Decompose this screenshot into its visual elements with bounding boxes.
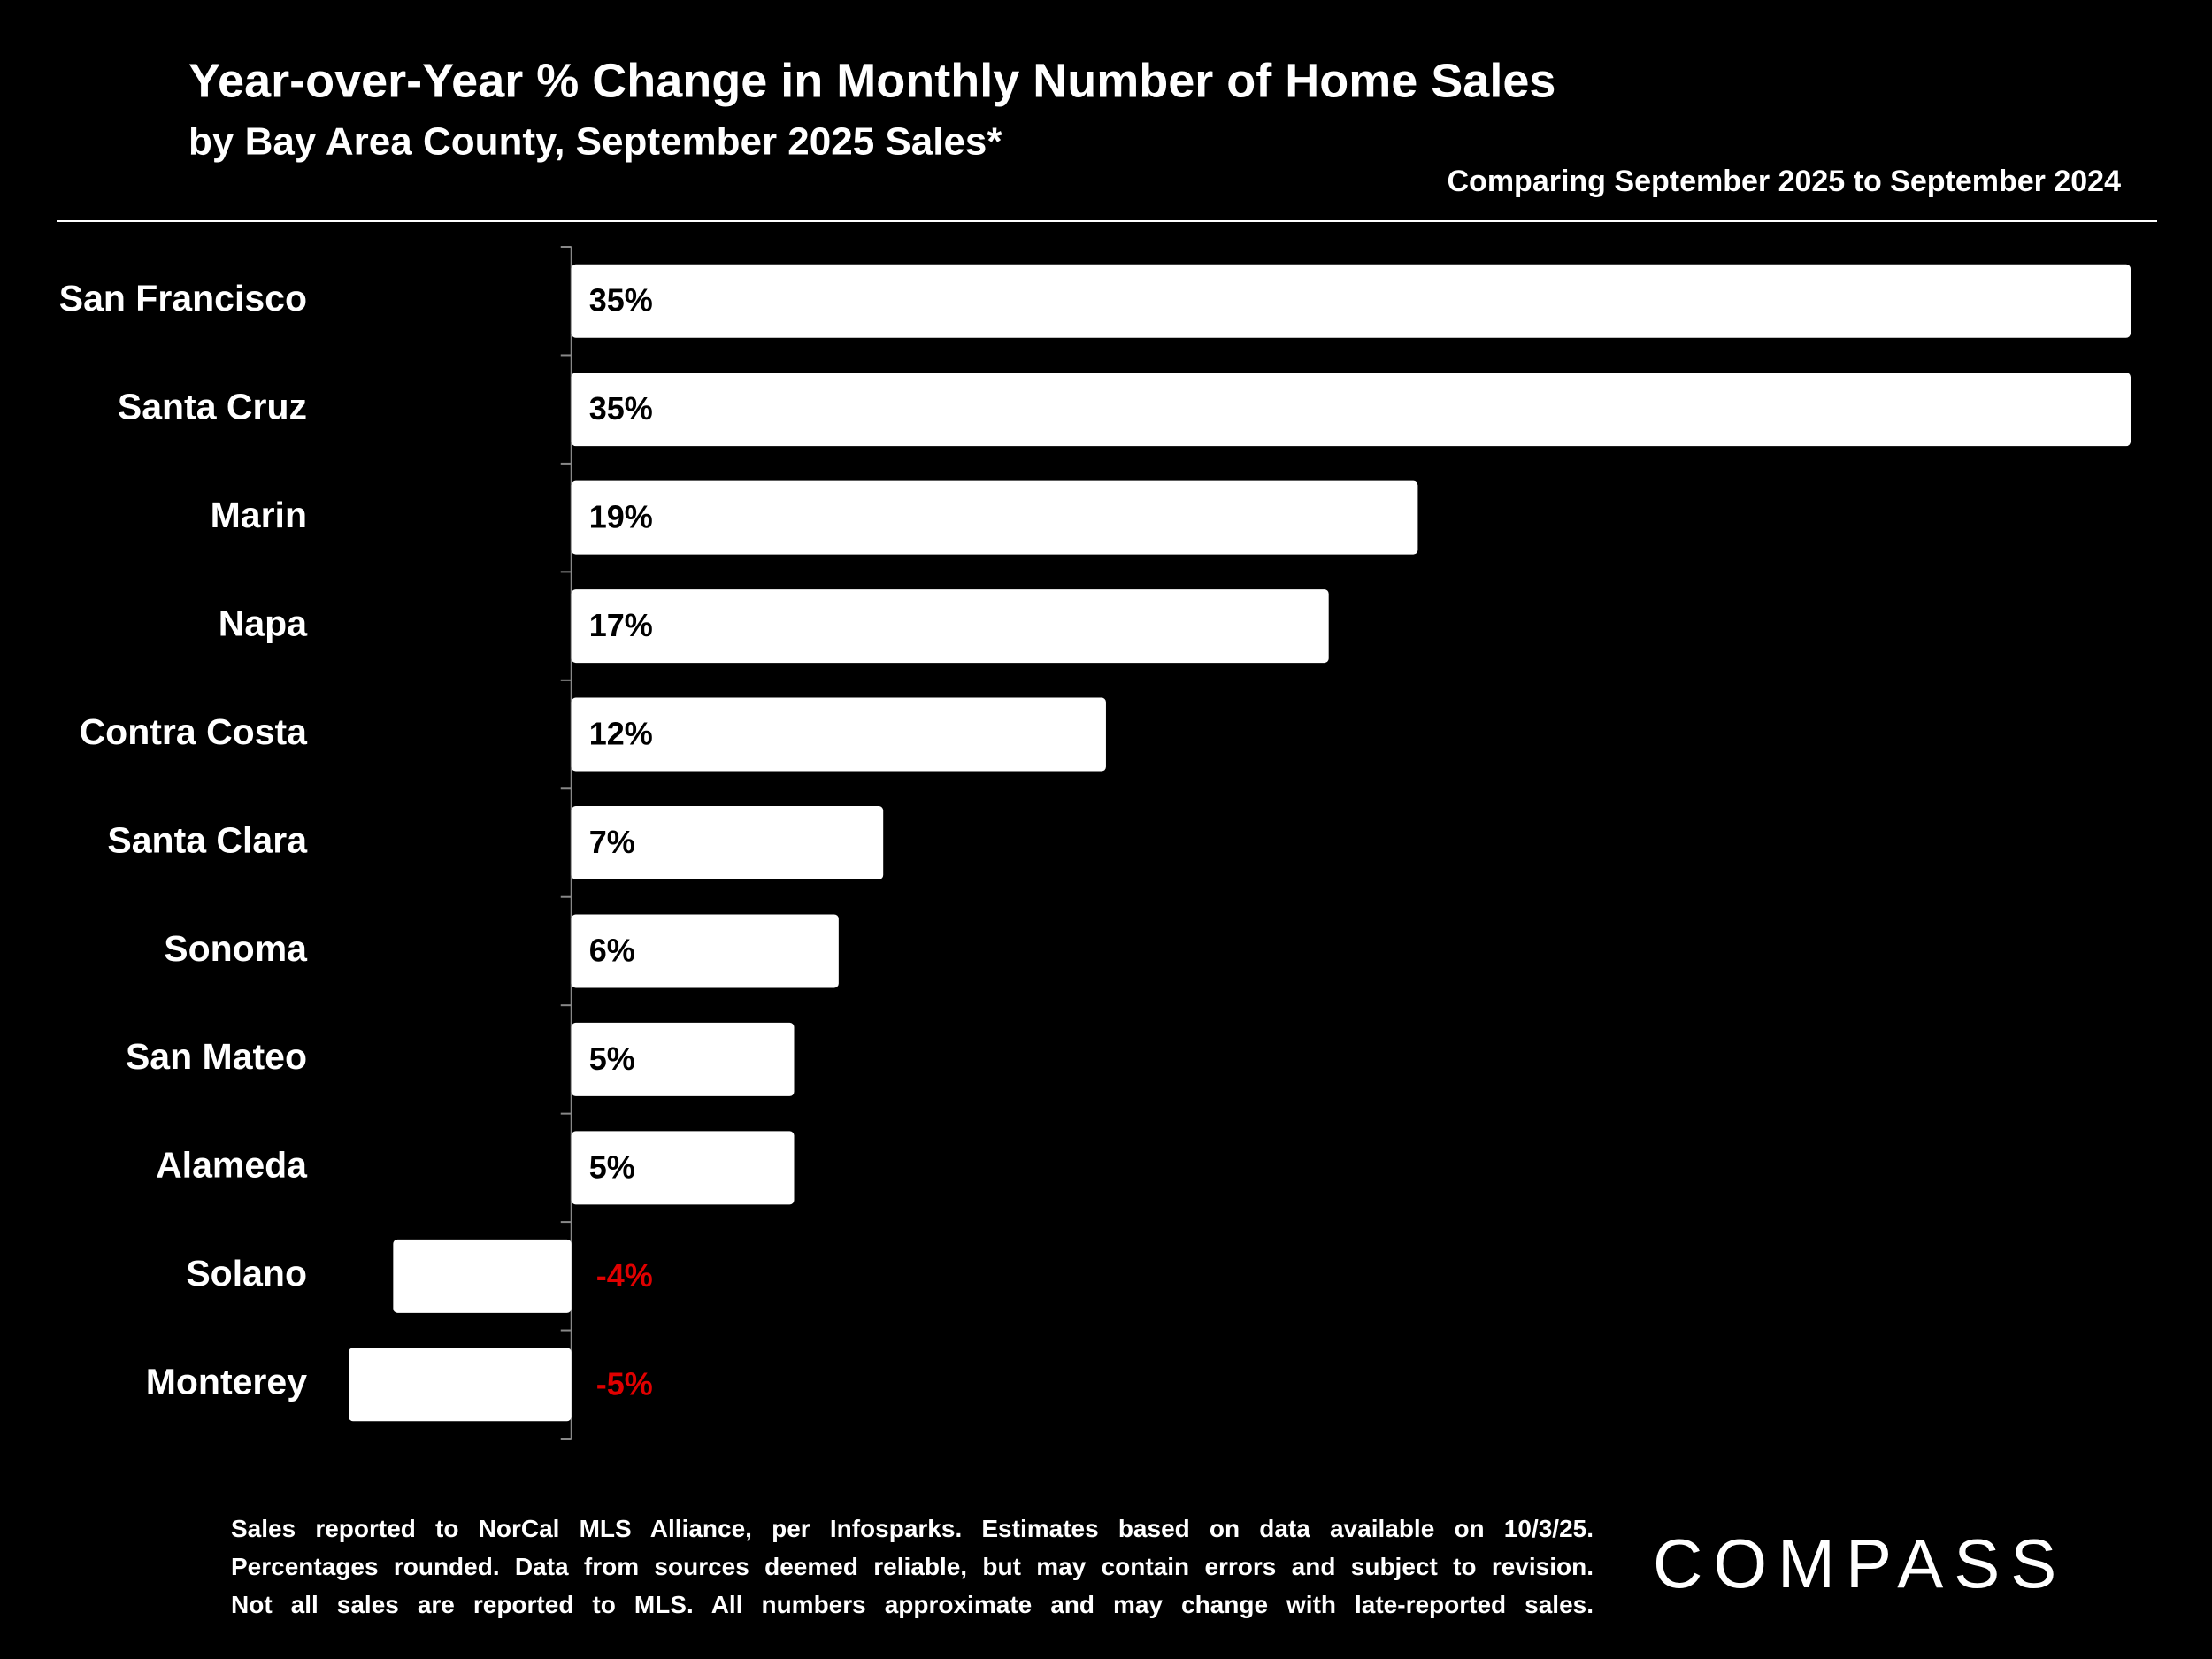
- y-tick-label: Solano: [186, 1253, 307, 1294]
- bar: [571, 373, 2131, 447]
- bar: [349, 1348, 572, 1422]
- value-label: 35%: [589, 390, 653, 426]
- value-label: 12%: [589, 716, 653, 752]
- chart-subtitle: by Bay Area County, September 2025 Sales…: [188, 120, 1002, 164]
- footnote: Not all sales are reported to MLS. All n…: [231, 1591, 1594, 1618]
- y-tick-label: Sonoma: [164, 928, 308, 969]
- y-tick-label: Contra Costa: [80, 711, 309, 752]
- value-label: 19%: [589, 499, 653, 535]
- value-label: 5%: [589, 1041, 635, 1077]
- y-tick-label: Monterey: [146, 1362, 307, 1402]
- value-label: 5%: [589, 1148, 635, 1185]
- bar: [571, 806, 884, 879]
- bar: [393, 1239, 572, 1313]
- value-label: 6%: [589, 932, 635, 968]
- y-tick-label: San Mateo: [126, 1036, 307, 1077]
- bar: [571, 1022, 795, 1096]
- value-label: 7%: [589, 824, 635, 860]
- value-label: 35%: [589, 282, 653, 319]
- y-tick-label: Alameda: [156, 1145, 308, 1186]
- value-label: -4%: [596, 1257, 653, 1294]
- bar: [571, 264, 2131, 338]
- bar: [571, 914, 839, 988]
- chart-title: Year-over-Year % Change in Monthly Numbe…: [188, 54, 1555, 107]
- y-tick-label: Napa: [219, 603, 308, 643]
- y-tick-label: Marin: [211, 495, 307, 535]
- value-label: 17%: [589, 607, 653, 643]
- bar: [571, 589, 1329, 664]
- brand-logo: COMPASS: [1653, 1525, 2068, 1602]
- footnote: Sales reported to NorCal MLS Alliance, p…: [231, 1515, 1594, 1542]
- bar: [571, 480, 1418, 555]
- annotation: Comparing September 2025 to September 20…: [1448, 165, 2122, 198]
- y-tick-label: Santa Cruz: [118, 387, 307, 427]
- value-label: -5%: [596, 1365, 653, 1402]
- bar: [571, 1131, 795, 1205]
- y-tick-label: Santa Clara: [107, 819, 308, 860]
- y-tick-label: San Francisco: [59, 278, 307, 319]
- bar: [571, 697, 1106, 772]
- footnote: Percentages rounded. Data from sources d…: [231, 1553, 1594, 1580]
